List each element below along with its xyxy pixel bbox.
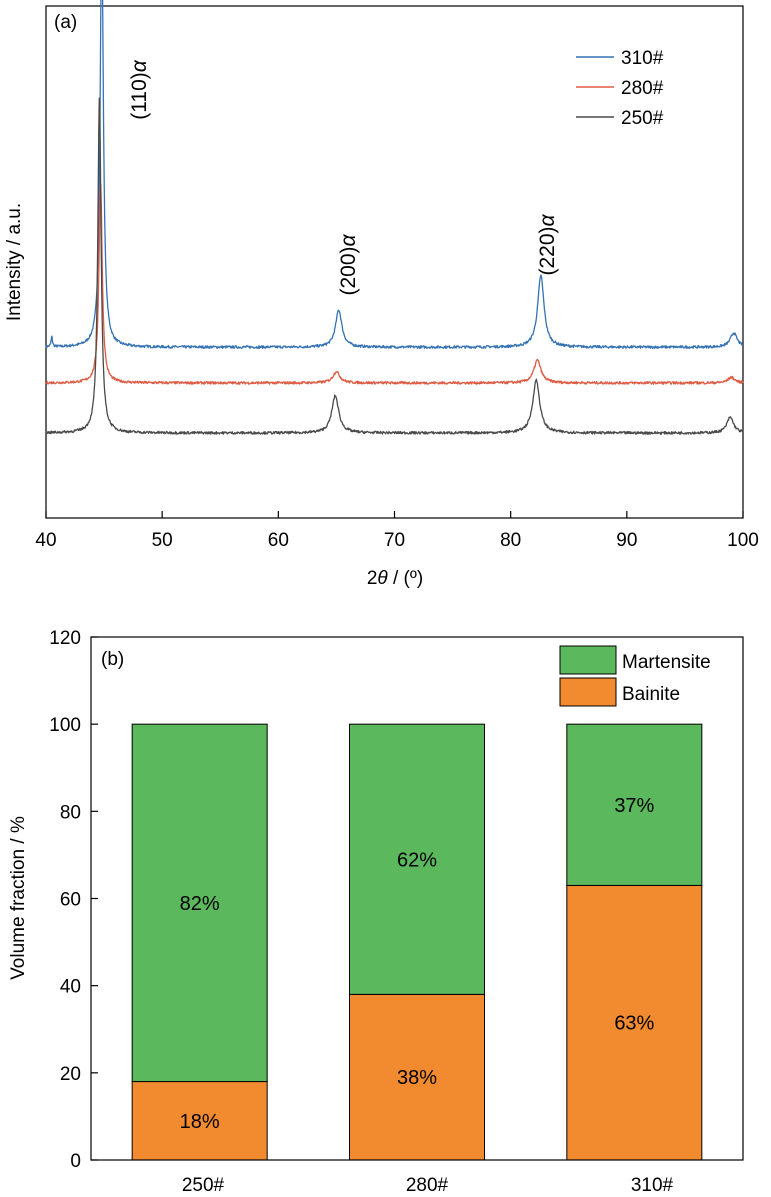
bar-bainite-310 (566, 884, 703, 1161)
bar-y-tick-label-120: 120 (49, 628, 81, 649)
xrd-legend-label-280: 280# (621, 78, 664, 99)
bar-legend-label-bainite: Bainite (622, 684, 680, 705)
bar-y-tick-label-20: 20 (60, 1064, 81, 1085)
xrd-x-tick-label-70: 70 (384, 530, 405, 551)
bar-martensite-250 (131, 723, 268, 1083)
xrd-legend-item-310: 310# (576, 48, 664, 69)
bar-plot-frame (90, 636, 744, 1161)
xrd-series-group (45, 0, 744, 435)
xrd-series-250 (45, 97, 744, 435)
xrd-legend: 310# 280# 250# (576, 48, 664, 129)
xrd-x-tick-label-90: 90 (616, 530, 637, 551)
bar-legend-item-bainite: Bainite (559, 677, 680, 707)
xrd-legend-label-310: 310# (621, 48, 664, 69)
xrd-legend-label-250: 250# (621, 108, 664, 129)
xrd-y-axis-title: Intensity / a.u. (4, 203, 25, 321)
bar-series-group: 18% 82% 38% 62% 63% 37% (131, 723, 703, 1161)
xrd-x-axis-title-symbol: θ (377, 568, 388, 589)
peak-label-110: (110)α (128, 59, 151, 119)
bar-y-axis: 0 20 40 60 80 100 120 (49, 628, 98, 1172)
bar-y-tick-label-80: 80 (60, 802, 81, 823)
xrd-x-tick-label-40: 40 (35, 530, 56, 551)
xrd-legend-item-250: 250# (576, 108, 664, 129)
bar-label-martensite-310: 37% (614, 795, 654, 817)
bar-y-tick-label-40: 40 (60, 977, 81, 998)
bar-legend-swatch-bainite (559, 677, 617, 707)
bar-y-axis-title: Volume fraction / % (8, 816, 29, 980)
bar-y-tick-label-0: 0 (70, 1151, 81, 1172)
phase-fraction-panel: 0 20 40 60 80 100 120 18% 82% 38% 62% 63% 37% (b) V… (8, 628, 744, 1196)
xrd-x-axis: 40 50 60 70 80 90 100 (35, 511, 759, 551)
xrd-panel-label: (a) (54, 12, 77, 33)
peak-label-220: (220)α (536, 213, 559, 275)
bar-bainite-250 (131, 1081, 268, 1161)
bar-label-bainite-310: 63% (614, 1013, 654, 1035)
bar-martensite-310 (566, 723, 703, 886)
bar-martensite-280 (349, 723, 485, 995)
xrd-series-310 (45, 0, 744, 349)
xrd-x-tick-label-80: 80 (500, 530, 521, 551)
xrd-x-axis-title: 2θ / (º) (367, 568, 423, 589)
xrd-panel: (a) 40 50 60 70 80 90 100 Intensity / a.u. 2θ … (4, 0, 759, 589)
bar-category-280: 280# (406, 1175, 449, 1196)
bar-legend-swatch-martensite (559, 645, 617, 675)
bar-label-bainite-280: 38% (397, 1067, 437, 1089)
bar-category-310: 310# (631, 1175, 674, 1196)
xrd-x-axis-title-prefix: 2 (367, 568, 378, 589)
bar-panel-label: (b) (101, 649, 124, 670)
xrd-legend-item-280: 280# (576, 78, 664, 99)
bar-label-martensite-280: 62% (397, 849, 437, 871)
bar-y-tick-label-60: 60 (60, 890, 81, 911)
bar-legend-item-martensite: Martensite (559, 645, 711, 675)
bar-label-martensite-250: 82% (180, 893, 220, 915)
bar-legend: Martensite Bainite (559, 645, 711, 707)
bar-category-250: 250# (182, 1175, 225, 1196)
xrd-x-tick-label-60: 60 (268, 530, 289, 551)
bar-y-tick-label-100: 100 (49, 715, 81, 736)
bar-legend-label-martensite: Martensite (622, 652, 711, 673)
xrd-x-tick-label-100: 100 (727, 530, 759, 551)
bar-label-bainite-250: 18% (180, 1111, 220, 1133)
xrd-x-tick-label-50: 50 (152, 530, 173, 551)
xrd-series-280 (45, 183, 744, 385)
peak-label-200: (200)α (337, 233, 360, 295)
xrd-x-axis-title-suffix: / (º) (388, 568, 423, 589)
